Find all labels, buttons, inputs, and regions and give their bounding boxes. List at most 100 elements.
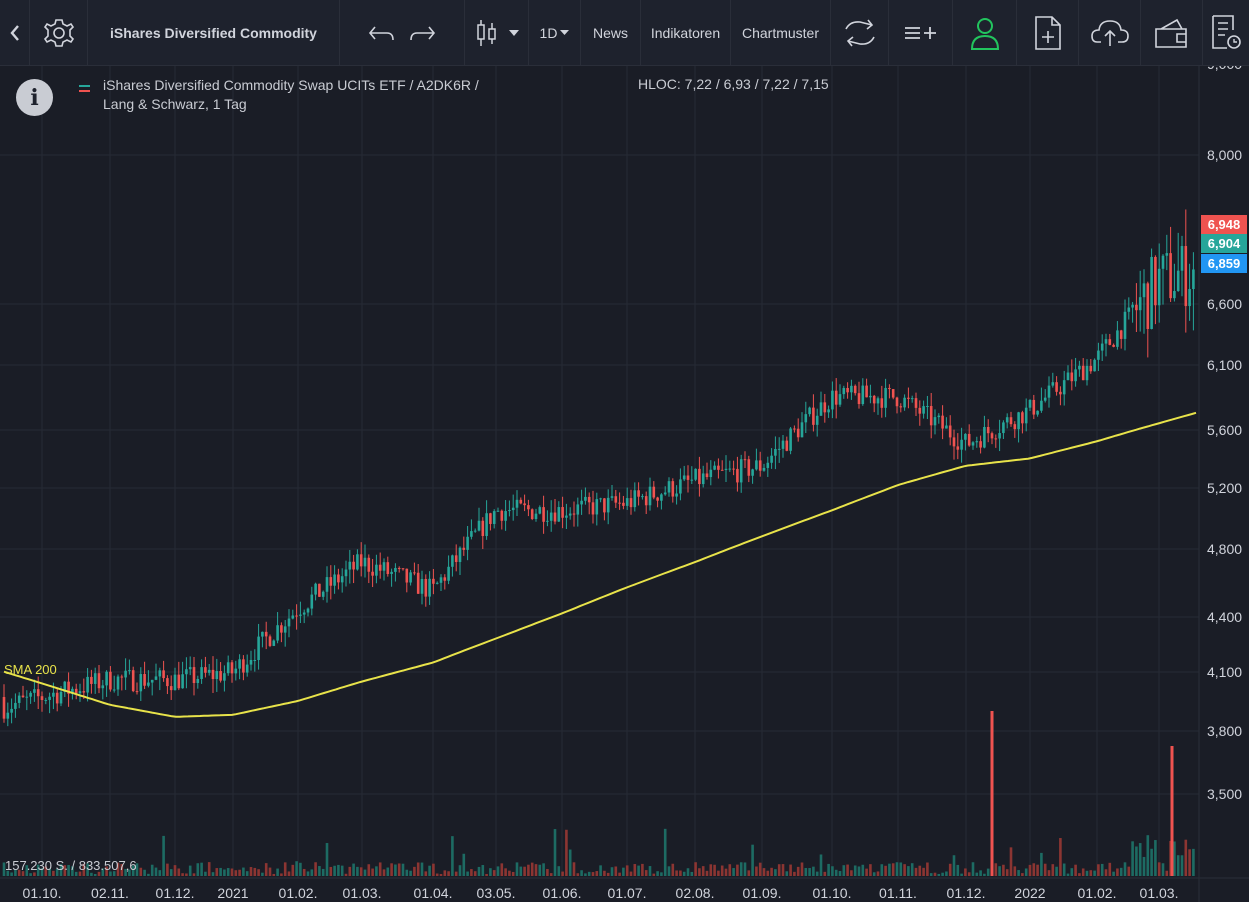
volume-bar <box>732 868 735 876</box>
cloud-upload-button[interactable] <box>1079 0 1141 66</box>
candle-body <box>1013 424 1017 430</box>
chart-type-button[interactable] <box>465 0 529 66</box>
compare-button[interactable] <box>831 0 889 66</box>
candle-body <box>1154 256 1157 306</box>
volume-bar <box>150 864 154 876</box>
candle-body <box>200 667 203 679</box>
volume-bar <box>97 871 101 876</box>
volume-bar <box>496 866 500 876</box>
volume-bar <box>686 868 690 876</box>
candle-body <box>937 415 941 418</box>
volume-bar <box>682 871 686 876</box>
settings-button[interactable] <box>30 0 88 66</box>
candle-body <box>519 499 523 504</box>
candle-body <box>720 469 724 471</box>
volume-bar <box>291 864 295 876</box>
volume-bar <box>1093 870 1096 876</box>
candle-body <box>97 673 101 689</box>
volume-bar <box>302 868 306 876</box>
price-chart[interactable]: 3,500 3,800 4,100 4,400 4,800 5,200 5,600 6,100… <box>0 66 1249 902</box>
candle-body <box>945 425 948 429</box>
candle-body <box>329 577 333 586</box>
interval-button[interactable]: 1D <box>529 0 581 66</box>
volume-bar <box>705 870 709 876</box>
candlestick-icon <box>476 20 496 46</box>
volume-bar <box>606 872 610 876</box>
volume-bar <box>215 868 219 876</box>
candle-body <box>1176 270 1180 291</box>
candle-body <box>223 673 226 681</box>
redo-icon[interactable] <box>409 22 437 44</box>
volume-bar <box>808 868 811 876</box>
undo-redo-group <box>340 0 465 66</box>
candle-body <box>359 554 363 567</box>
candle-body <box>853 385 857 394</box>
volume-bar <box>1002 864 1005 876</box>
news-button[interactable]: News <box>581 0 641 66</box>
candle-body <box>656 497 659 501</box>
candle-body <box>302 612 306 615</box>
add-indicator-button[interactable] <box>889 0 953 66</box>
volume-bar <box>1059 838 1062 876</box>
info-icon[interactable]: i <box>16 79 53 116</box>
volume-bar <box>694 862 697 876</box>
candle-body <box>356 554 359 570</box>
candle-body <box>998 433 1001 439</box>
candle-body <box>530 509 534 520</box>
undo-icon[interactable] <box>367 22 395 44</box>
candle-body <box>295 615 298 617</box>
candle-body <box>553 512 557 522</box>
volume-bar <box>10 872 13 876</box>
candle-body <box>869 395 872 398</box>
report-button[interactable] <box>1203 0 1249 66</box>
back-button[interactable] <box>0 0 30 66</box>
volume-bar <box>945 871 948 876</box>
volume-bar <box>492 870 496 876</box>
volume-bar <box>261 872 264 876</box>
candle-body <box>698 468 701 485</box>
volume-bar <box>618 872 621 876</box>
volume-bar <box>409 870 412 876</box>
candle-body <box>804 414 808 423</box>
volume-bar <box>861 864 865 876</box>
x-tick-label: 02.11. <box>91 885 129 901</box>
volume-bar <box>101 868 105 876</box>
user-button[interactable] <box>953 0 1017 66</box>
volume-bar <box>59 864 63 876</box>
candle-body <box>1078 365 1081 370</box>
volume-bar <box>90 872 93 876</box>
volume-bar <box>853 865 857 876</box>
volume-bar <box>439 873 443 876</box>
candle-body <box>568 513 572 516</box>
candle-body <box>644 496 648 506</box>
candle-body <box>694 468 697 480</box>
new-document-button[interactable] <box>1017 0 1079 66</box>
volume-bar <box>245 871 249 876</box>
volume-bar <box>55 868 59 876</box>
dropdown-icon <box>508 30 519 36</box>
candle-body <box>352 561 355 570</box>
patterns-button[interactable]: Chartmuster <box>731 0 831 66</box>
volume-bar <box>413 866 416 876</box>
indicators-button[interactable]: Indikatoren <box>641 0 731 66</box>
candle-body <box>6 712 10 719</box>
volume-bar <box>82 863 86 876</box>
candle-body <box>394 567 397 572</box>
volume-bar <box>508 870 511 876</box>
candle-body <box>606 497 610 513</box>
candle-body <box>428 578 431 597</box>
volume-bar <box>333 865 336 876</box>
candle-body <box>1040 400 1043 411</box>
candle-body <box>527 505 530 510</box>
volume-bar <box>527 864 530 876</box>
wallet-icon <box>1154 18 1187 48</box>
volume-bar <box>280 873 283 876</box>
volume-bar <box>466 871 469 876</box>
candle-body <box>1036 410 1039 415</box>
candle-body <box>405 568 409 583</box>
instrument-title[interactable]: iShares Diversified Commodity <box>88 0 340 66</box>
interval-label: 1D <box>539 25 558 41</box>
volume-bar <box>736 864 739 876</box>
volume-bar <box>1161 863 1165 876</box>
wallet-button[interactable] <box>1141 0 1203 66</box>
